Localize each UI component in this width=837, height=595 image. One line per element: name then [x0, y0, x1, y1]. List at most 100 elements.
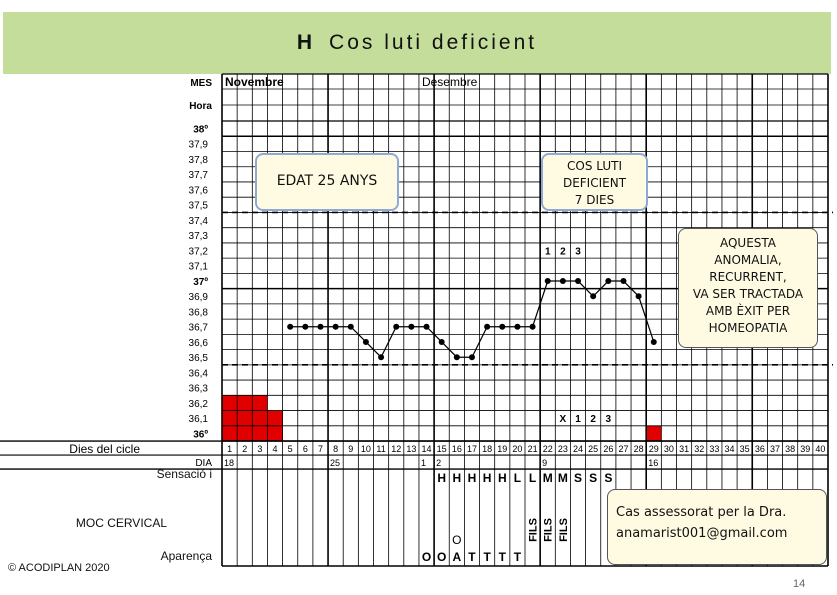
aparenca-mark: T: [514, 550, 522, 564]
temp-tick-label: 36,3: [189, 384, 209, 395]
sensacio-mark: M: [558, 471, 568, 485]
temp-tick-label: 37,7: [189, 170, 209, 181]
cycle-day-number: 9: [348, 444, 353, 454]
cycle-day-number: 36: [755, 444, 765, 454]
fils-mark: FILS: [528, 518, 540, 542]
luti-line: DEFICIENT: [562, 176, 627, 190]
cycle-day-number: 38: [785, 444, 795, 454]
sensacio-mark: S: [589, 471, 597, 485]
temperature-point: [635, 293, 642, 300]
mes-label: MES: [190, 78, 212, 89]
luti-annotation: COS LUTI DEFICIENT 7 DIES: [541, 153, 648, 211]
label-dia: DIA: [195, 458, 212, 469]
note-line: HOMEOPATIA: [708, 321, 788, 335]
menstruation-cell: [222, 425, 238, 442]
title-bar: H Cos luti deficient: [3, 12, 831, 74]
note-line: RECURRENT,: [709, 270, 787, 284]
temperature-point: [393, 323, 400, 330]
cycle-day-number: 21: [528, 444, 538, 454]
sensacio-mark: H: [498, 471, 507, 485]
label-moc-cervical: MOC CERVICAL: [75, 516, 167, 530]
cycle-day-number: 39: [800, 444, 810, 454]
temperature-point: [590, 293, 597, 300]
temperature-point: [347, 323, 354, 330]
cycle-day-number: 40: [815, 444, 825, 454]
dia-date: 16: [648, 458, 658, 468]
temp-tick-label: 37,6: [189, 185, 209, 196]
cycle-day-number: 25: [588, 444, 598, 454]
temperature-point: [378, 354, 385, 361]
title-text: Cos luti deficient: [329, 31, 538, 54]
cycle-day-number: 3: [257, 444, 262, 454]
temperature-point: [499, 323, 506, 330]
temperature-point: [362, 338, 369, 345]
contact-box: Cas assessorat per la Dra. anamarist001@…: [607, 489, 827, 565]
dia-date: 9: [542, 458, 547, 468]
luti-line: COS LUTI: [567, 159, 622, 173]
temperature-point: [408, 323, 415, 330]
dia-date: 2: [436, 458, 441, 468]
menstruation-cell: [237, 410, 253, 426]
cycle-day-number: 4: [273, 444, 278, 454]
month-label: Desembre: [422, 75, 478, 89]
cycle-day-number: 7: [318, 444, 323, 454]
sensacio-mark: L: [514, 471, 521, 485]
aparenca-mark: T: [499, 550, 507, 564]
temp-tick-label: 36,1: [189, 414, 209, 425]
age-annotation: EDAT 25 ANYS: [255, 153, 399, 211]
temp-tick-label: 37º: [193, 277, 208, 288]
temperature-point: [529, 323, 536, 330]
fils-mark: FILS: [558, 518, 570, 542]
temp-tick-label: 36,6: [189, 338, 209, 349]
cycle-day-number: 5: [288, 444, 293, 454]
sensacio-mark: S: [604, 471, 612, 485]
note-line: AQUESTA: [719, 236, 777, 250]
cycle-day-number: 31: [679, 444, 689, 454]
marker-low: 2: [590, 414, 596, 425]
treatment-note: AQUESTA ANOMALIA, RECURRENT, VA SER TRAC…: [678, 228, 818, 348]
temperature-point: [302, 323, 309, 330]
month-label: Novembre: [225, 75, 284, 89]
cycle-day-number: 35: [740, 444, 750, 454]
page-title: H Cos luti deficient: [3, 12, 831, 74]
aparenca-mark: O: [437, 550, 446, 564]
cycle-day-number: 13: [406, 444, 416, 454]
temp-tick-label: 37,8: [189, 155, 209, 166]
temperature-point: [544, 278, 551, 285]
hora-label: Hora: [189, 101, 212, 112]
temperature-point: [514, 323, 521, 330]
menstruation-cell: [252, 395, 268, 411]
temp-tick-label: 36,2: [189, 399, 209, 410]
cycle-day-number: 18: [482, 444, 492, 454]
aparenca-mark: T: [483, 550, 491, 564]
temp-tick-label: 37,4: [189, 216, 209, 227]
note-line: ANOMALIA,: [714, 253, 782, 267]
marker-high: 2: [560, 247, 566, 258]
temp-tick-label: 36,5: [189, 353, 209, 364]
label-aparenca: Aparença: [160, 549, 212, 563]
title-letter: H: [296, 31, 316, 54]
cycle-day-number: 22: [543, 444, 553, 454]
contact-email: anamarist001@gmail.com: [616, 526, 788, 541]
note-line: AMB ÈXIT PER: [705, 304, 791, 318]
aparenca-mark: O: [422, 550, 431, 564]
temp-tick-label: 37,1: [189, 262, 209, 273]
cycle-day-number: 32: [694, 444, 704, 454]
temp-tick-label: 37,5: [189, 201, 209, 212]
temp-tick-label: 36,9: [189, 292, 209, 303]
sensacio-mark: M: [543, 471, 553, 485]
temp-tick-label: 38º: [193, 125, 208, 136]
temperature-point: [453, 354, 460, 361]
contact-line: Cas assessorat per la Dra.: [616, 505, 787, 520]
cycle-day-number: 12: [391, 444, 401, 454]
menstruation-cell: [222, 395, 238, 411]
dia-date: 18: [224, 458, 234, 468]
luti-line: 7 DIES: [574, 193, 615, 207]
cycle-day-number: 11: [376, 444, 385, 454]
temperature-point: [287, 323, 294, 330]
temp-tick-label: 36º: [193, 429, 208, 440]
cycle-day-number: 10: [361, 444, 371, 454]
marker-low: X: [560, 414, 567, 425]
sensacio-mark: H: [483, 471, 492, 485]
temperature-point: [332, 323, 339, 330]
